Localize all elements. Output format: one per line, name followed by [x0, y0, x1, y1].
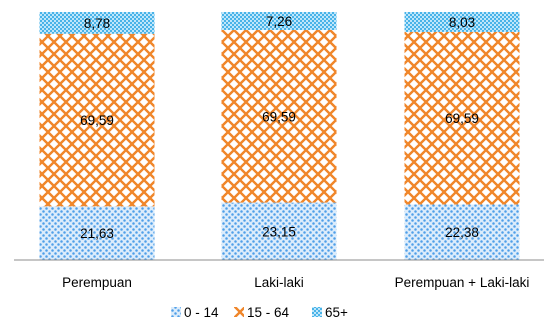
data-label: 8,03	[449, 15, 475, 30]
data-label: 8,78	[84, 16, 110, 31]
segment-labels-layer: 21,63 69,59 8,78 23,15 69,59 7,26 22,38 69,59 8,…	[80, 14, 479, 241]
legend-swatch	[312, 307, 322, 317]
bar-segment-65+-1	[221, 12, 337, 31]
data-label: 69,59	[445, 111, 479, 126]
data-label: 23,15	[262, 224, 296, 239]
bar-segment-0-14-1	[221, 202, 337, 260]
bar-segment-15-64-2	[404, 31, 520, 205]
bar-segment-0-14-0	[39, 206, 155, 260]
x-tick-label: Laki-laki	[254, 275, 304, 290]
x-tick-label: Perempuan + Laki-laki	[395, 275, 530, 290]
legend-label: 65+	[325, 305, 348, 320]
bar-segment-0-14-2	[404, 204, 520, 260]
data-label: 69,59	[80, 113, 114, 128]
data-label: 21,63	[80, 226, 114, 241]
data-label: 69,59	[262, 109, 296, 124]
bar-segment-65+-0	[39, 12, 155, 34]
bar-segment-65+-2	[404, 12, 520, 32]
data-label: 7,26	[266, 14, 292, 29]
legend-label: 0 - 14	[184, 305, 219, 320]
bar-segment-15-64-1	[221, 30, 337, 203]
bars-layer	[39, 12, 520, 260]
x-tick-label: Perempuan	[62, 275, 132, 290]
legend: 0 - 14 15 - 64 65+	[171, 305, 348, 320]
legend-label: 15 - 64	[247, 305, 290, 320]
category-labels-layer: Perempuan Laki-laki Perempuan + Laki-laki	[62, 275, 529, 290]
legend-swatch	[171, 307, 181, 317]
legend-swatch	[234, 307, 244, 317]
bar-segment-15-64-0	[39, 33, 155, 207]
data-label: 22,38	[445, 225, 479, 240]
